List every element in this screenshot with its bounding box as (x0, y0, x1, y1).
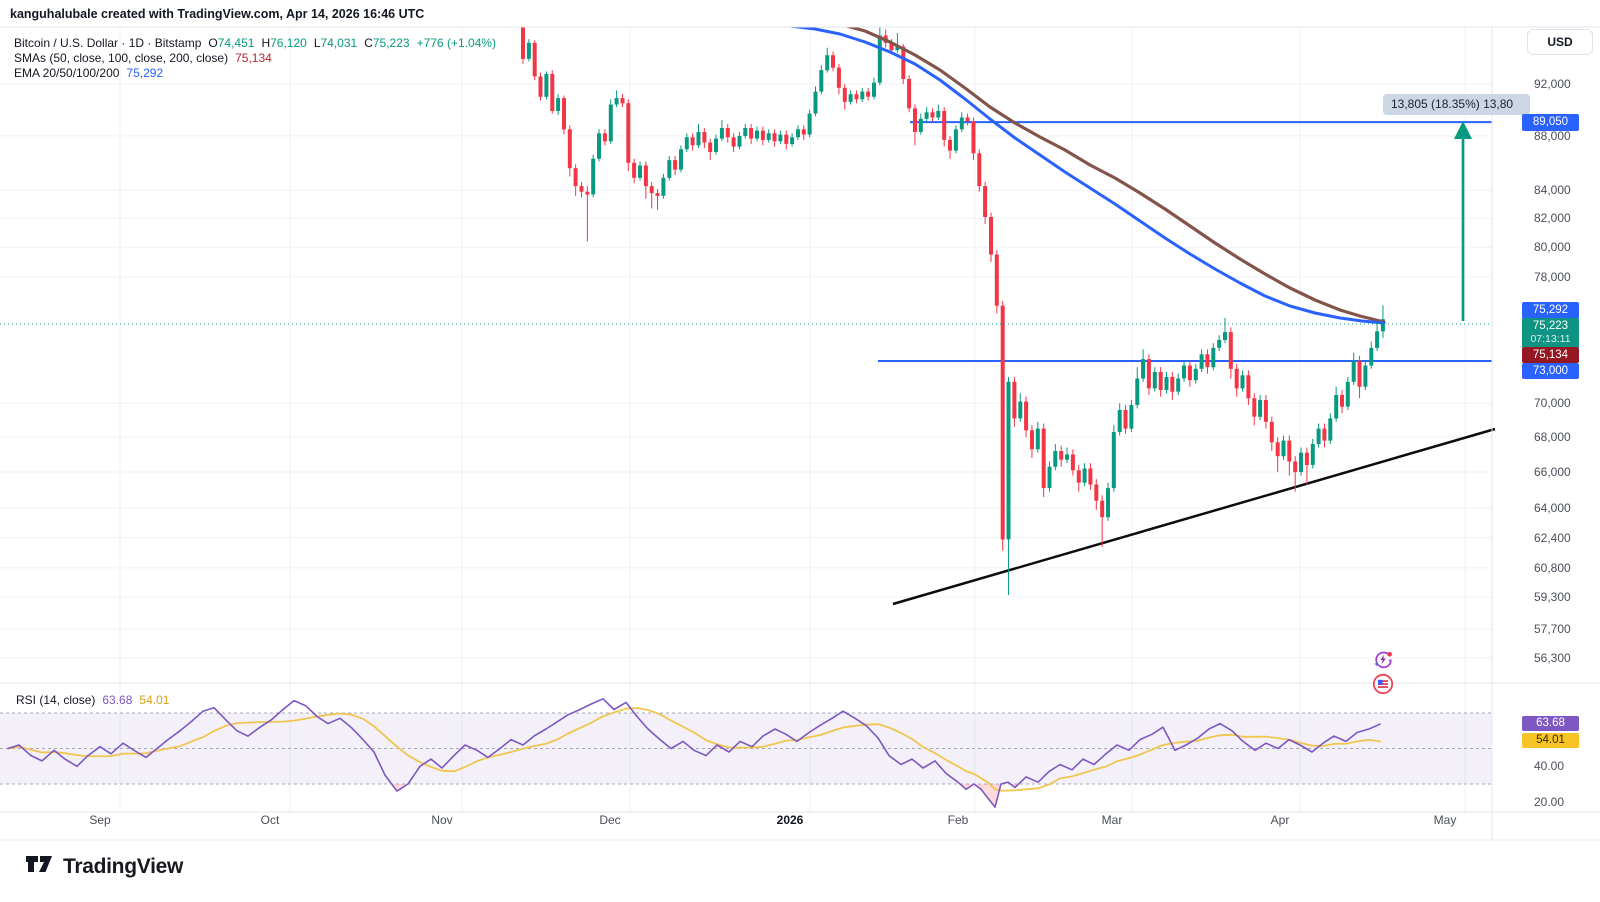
attribution: kanguhalubale created with TradingView.c… (10, 7, 425, 21)
rsi-axis-badge: 54.01 (1522, 733, 1579, 748)
price-tick-label: 92,000 (1534, 77, 1571, 91)
rsi-legend[interactable]: RSI (14, close) 63.68 54.01 (16, 693, 169, 707)
high-label: H (261, 36, 271, 50)
tradingview-logo-mark (24, 851, 54, 882)
ema-value: 75,292 (126, 66, 164, 80)
rsi-title: RSI (14, close) (16, 693, 96, 707)
low-value: 74,031 (320, 36, 358, 50)
price-tick-label: 70,000 (1534, 396, 1571, 410)
rsi-ma-value: 54.01 (139, 693, 170, 707)
time-axis-label[interactable]: Apr (1270, 813, 1290, 827)
price-tick-label: 59,300 (1534, 590, 1571, 604)
rsi-value: 63.68 (102, 693, 133, 707)
price-tick-label: 64,000 (1534, 501, 1571, 515)
time-axis-label[interactable]: Oct (260, 813, 280, 827)
price-tick-label: 80,000 (1534, 240, 1571, 254)
time-axis-label[interactable]: May (1433, 813, 1457, 827)
time-axis-label[interactable]: Feb (947, 813, 969, 827)
ai-event-icon[interactable] (1371, 648, 1395, 672)
open-value: 74,451 (217, 36, 255, 50)
price-tick-label: 66,000 (1534, 465, 1571, 479)
price-axis-badge: 75,223 07:13:11 (1522, 318, 1579, 348)
price-axis-badge: 75,292 (1522, 302, 1579, 319)
ema-legend[interactable]: EMA 20/50/100/200 75,292 (14, 66, 163, 80)
price-tick-label: 84,000 (1534, 183, 1571, 197)
sma-label: SMAs (50, close, 100, close, 200, close) (14, 51, 229, 65)
sma-legend[interactable]: SMAs (50, close, 100, close, 200, close)… (14, 51, 272, 65)
tradingview-wordmark: TradingView (63, 854, 184, 878)
price-tick-label: 62,400 (1534, 531, 1571, 545)
currency-toggle-button[interactable]: USD (1527, 29, 1593, 55)
close-label: C (364, 36, 373, 50)
price-axis-badge: 73,000 (1522, 363, 1579, 379)
rsi-tick-label: 40.00 (1534, 759, 1565, 773)
rsi-tick-label: 20.00 (1534, 795, 1565, 809)
price-axis-badge: 75,134 (1522, 347, 1579, 363)
rsi-axis-badge: 63.68 (1522, 716, 1579, 731)
ema-label: EMA 20/50/100/200 (14, 66, 120, 80)
time-axis-label[interactable]: Sep (89, 813, 111, 827)
sma-value: 75,134 (235, 51, 272, 65)
price-tick-label: 60,800 (1534, 561, 1571, 575)
price-range-annotation[interactable]: 13,805 (18.35%) 13,80 (1383, 94, 1530, 115)
symbol-legend[interactable]: Bitcoin / U.S. Dollar · 1D · Bitstamp O7… (14, 36, 496, 50)
change-value: +776 (+1.04%) (416, 36, 496, 50)
close-value: 75,223 (372, 36, 410, 50)
price-tick-label: 82,000 (1534, 211, 1571, 225)
time-axis-label[interactable]: Nov (431, 813, 453, 827)
time-axis-label[interactable]: 2026 (776, 813, 804, 827)
tradingview-logo[interactable]: TradingView (24, 851, 183, 882)
candles-layer (521, 27, 1386, 596)
symbol-title: Bitcoin / U.S. Dollar · 1D · Bitstamp (14, 36, 202, 50)
price-axis-badge: 89,050 (1522, 114, 1579, 131)
time-axis-label[interactable]: Dec (599, 813, 621, 827)
price-tick-label: 88,000 (1534, 129, 1571, 143)
price-tick-label: 57,700 (1534, 622, 1571, 636)
price-tick-label: 56,300 (1534, 651, 1571, 665)
time-axis-label[interactable]: Mar (1101, 813, 1123, 827)
us-economic-event-icon[interactable] (1371, 672, 1395, 696)
price-tick-label: 68,000 (1534, 430, 1571, 444)
high-value: 76,120 (270, 36, 307, 50)
open-label: O (208, 36, 218, 50)
low-label: L (313, 36, 321, 50)
price-tick-label: 78,000 (1534, 270, 1571, 284)
